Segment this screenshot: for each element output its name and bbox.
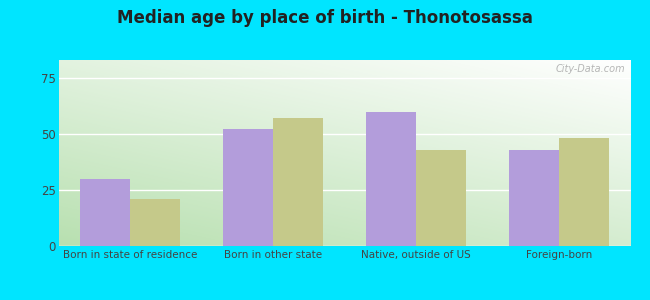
- Bar: [273, 118, 323, 246]
- Text: City-Data.com: City-Data.com: [555, 64, 625, 74]
- Bar: [223, 130, 273, 246]
- Text: Median age by place of birth - Thonotosassa: Median age by place of birth - Thonotosa…: [117, 9, 533, 27]
- Bar: [130, 199, 180, 246]
- Bar: [416, 150, 466, 246]
- Bar: [509, 150, 559, 246]
- Bar: [559, 138, 609, 246]
- Bar: [366, 112, 416, 246]
- Bar: [80, 179, 130, 246]
